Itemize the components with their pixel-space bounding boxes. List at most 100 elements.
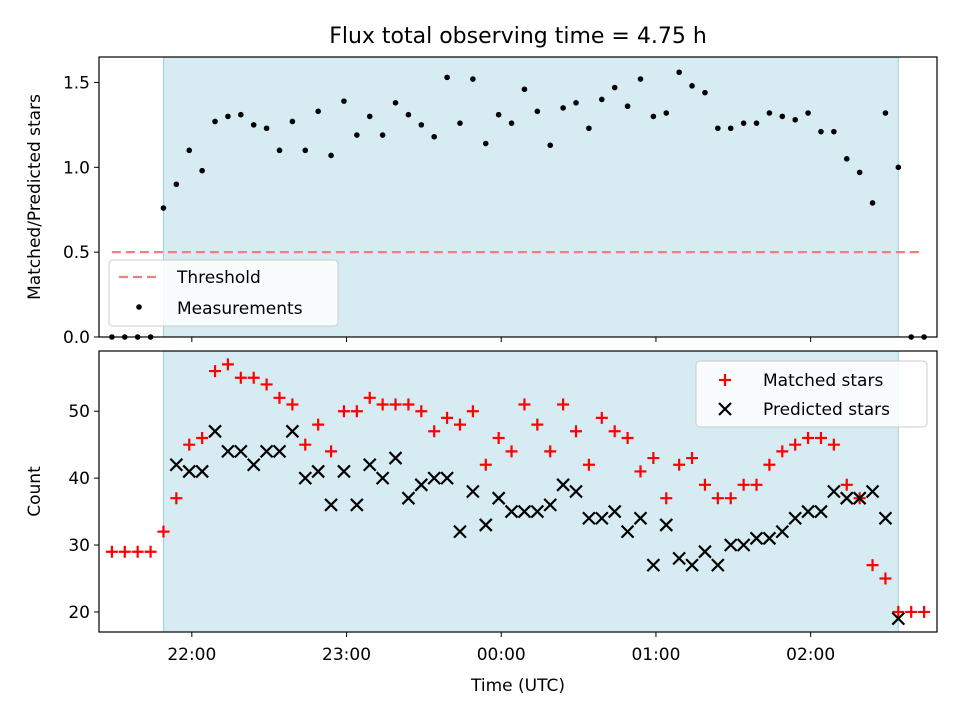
matched-point [905,605,918,618]
predicted-point [259,444,274,459]
predicted-point [718,402,732,416]
measurement-point [779,113,786,120]
matched-point [466,405,479,418]
matched-point [595,411,608,424]
matched-point [196,431,209,444]
measurement-point [586,125,592,132]
measurement-point [650,113,657,120]
predicted-point [478,518,493,532]
measurement-point [470,76,476,82]
measurement-point [212,118,218,125]
axes-frame [98,56,938,338]
predicted-point [827,484,841,499]
measurement-point [508,120,515,126]
measurement-point [405,111,412,118]
measurement-point [727,125,734,132]
predicted-point [195,464,209,479]
predicted-point [569,484,583,499]
matched-point [621,431,634,444]
matched-point [686,452,699,465]
measurement-point [856,169,863,176]
x-tick-label: 00:00 [477,645,526,665]
predicted-point [595,511,609,526]
matched-point [325,445,338,458]
matched-point [428,425,441,438]
x-tick-label: 23:00 [322,645,371,665]
matched-point [479,458,492,471]
predicted-point [169,457,184,472]
matched-point [750,478,763,491]
measurement-point [457,120,463,126]
predicted-point [607,504,622,519]
y-tick-label: 40 [68,469,90,489]
matched-point [299,438,312,451]
predicted-point [453,524,467,539]
measurement-point [199,167,205,174]
matched-point [118,545,131,558]
predicted-point [749,531,764,546]
matched-point [892,605,905,618]
measurement-point [624,103,631,110]
predicted-point [852,491,867,505]
x-tick-label: 22:00 [167,645,216,665]
predicted-point [530,504,545,519]
matched-point [719,374,731,386]
measurement-point [276,147,283,154]
matched-point [441,411,454,424]
predicted-point [878,511,893,526]
measurement-point [663,110,670,116]
y-tick-label: 1.5 [63,73,90,93]
measurement-point [482,140,489,147]
measurement-point [263,125,270,132]
measurement-point [418,122,425,128]
legend-top: Threshold Measurements [108,259,339,327]
predicted-point [788,511,802,526]
matched-point [570,425,583,438]
measurement-point [702,89,708,96]
measurement-point [611,84,618,91]
measurement-point [882,110,889,116]
matched-point [389,398,402,411]
measurement-point [225,113,231,120]
measurement-point [328,152,334,159]
matched-point [105,545,118,558]
x-axis-label: Time (UTC) [470,676,565,696]
predicted-point [272,444,287,459]
matched-point [698,478,711,491]
measurement-point [766,110,773,116]
measurement-point [740,120,747,126]
predicted-point [801,504,815,519]
matched-point [402,398,415,411]
x-tick-label: 01:00 [631,645,680,665]
measurement-point [676,69,682,76]
matched-point [840,478,853,491]
predicted-point [865,484,880,499]
matched-point [866,559,879,572]
matched-point [814,431,827,444]
matched-point [286,398,299,411]
measurement-point [599,96,605,103]
matched-point [221,358,234,371]
measurement-point [341,98,347,104]
predicted-point [208,424,222,439]
predicted-point [440,471,454,485]
axes-frame [98,350,938,633]
matched-point [763,458,776,471]
matched-point [518,398,531,411]
measurement-point [302,147,309,154]
predicted-point [775,524,790,539]
matched-point [879,572,892,585]
y-tick-label: 30 [68,536,90,556]
predicted-point [723,538,738,552]
count-panel: 20 30 40 50 22:00 23:00 00:00 01:00 02:00 Count Ti… [25,350,938,696]
predicted-point [182,464,197,479]
matched-point [376,398,389,411]
matched-point [131,545,144,558]
predicted-point [234,444,248,459]
matched-point [711,492,724,505]
measurement-point [379,132,386,138]
predicted-point [362,457,377,472]
measurement-point [805,110,811,116]
matched-point [802,431,815,444]
measurement-point [573,100,579,106]
